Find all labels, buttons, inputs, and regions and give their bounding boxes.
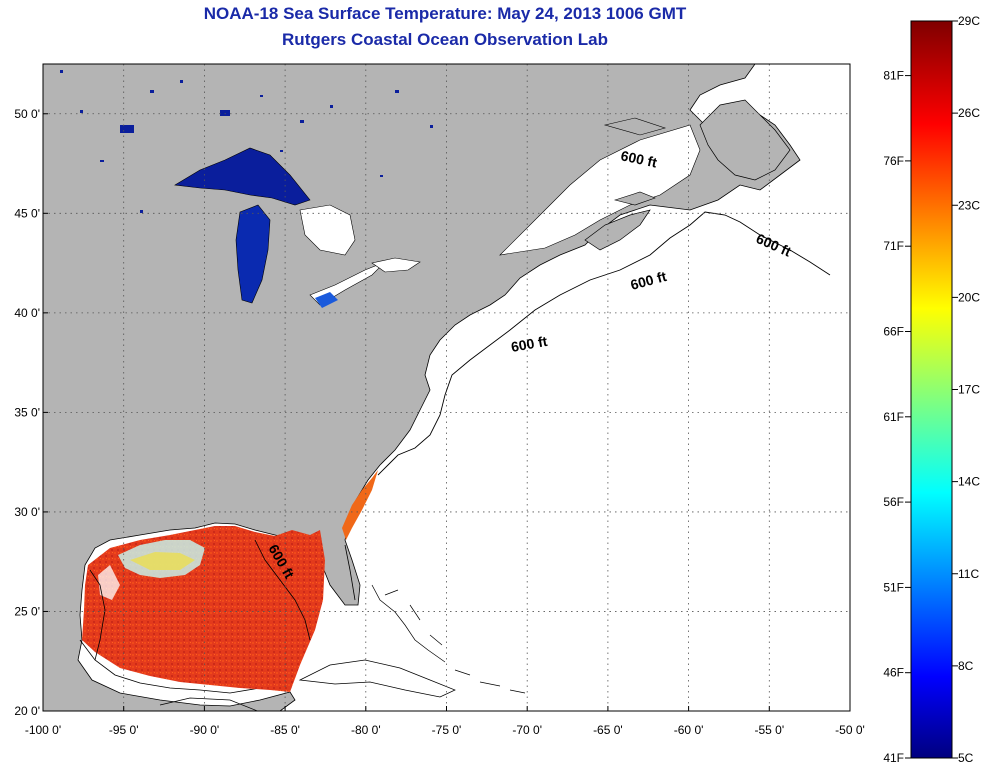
colorbar-label-celsius: 5C [958, 751, 974, 765]
colorbar-label-fahrenheit: 76F [883, 154, 904, 168]
nova-scotia [584, 209, 651, 251]
anticosti [603, 117, 667, 136]
gulf-shelf-yellow [130, 552, 195, 570]
colorbar-label-fahrenheit: 46F [883, 666, 904, 680]
lon-tick-label: -90 0' [190, 723, 220, 737]
scattered-lakes [60, 70, 433, 213]
colorbar-label-fahrenheit: 71F [883, 239, 904, 253]
graticule [42, 64, 851, 712]
lat-tick-label: 20 0' [14, 704, 40, 718]
yucatan-coast [79, 639, 261, 694]
shelf-contour [377, 211, 831, 476]
colorbar-label-fahrenheit: 41F [883, 751, 904, 765]
gulf-st-lawrence [499, 124, 701, 256]
colorbar-label-celsius: 26C [958, 106, 980, 120]
longitude-tick-labels: -100 0' -95 0' -90 0' -85 0' -80 0' -75 0' -70… [25, 723, 865, 737]
colorbar-gradient [910, 20, 953, 759]
gulf-contour [89, 539, 311, 661]
florida-contour [344, 544, 356, 601]
lat-tick-label: 35 0' [14, 405, 40, 419]
colorbar-label-celsius: 20C [958, 290, 980, 304]
atlantic-sst-strip [342, 470, 378, 540]
colorbar-celsius-labels: 29C 26C 23C 20C 17C 14C 11C 8C 5C [952, 14, 980, 765]
gulf-shelf-white [98, 565, 120, 600]
plot-frame [42, 63, 851, 712]
map-title: NOAA-18 Sea Surface Temperature: May 24,… [203, 4, 687, 23]
lake-ontario [371, 257, 421, 273]
lat-tick-label: 30 0' [14, 505, 40, 519]
colorbar-label-fahrenheit: 81F [883, 69, 904, 83]
colorbar-label-celsius: 11C [958, 567, 979, 581]
bahamas [371, 584, 526, 694]
lake-huron [299, 204, 356, 256]
newfoundland [699, 99, 791, 181]
colorbar-label-fahrenheit: 61F [883, 410, 904, 424]
colorbar-label-celsius: 17C [958, 383, 980, 397]
lat-tick-label: 25 0' [14, 604, 40, 618]
colorbar-label-celsius: 8C [958, 659, 974, 673]
lat-tick-label: 45 0' [14, 206, 40, 220]
colorbar: 29C 26C 23C 20C 17C 14C 11C 8C 5C 81F 76F 71F 66F 61… [883, 14, 980, 765]
lon-tick-label: -65 0' [593, 723, 623, 737]
map-plot-area: 600 ft 600 ft 600 ft 600 ft 600 ft -100 … [14, 63, 865, 737]
lon-tick-label: -70 0' [512, 723, 542, 737]
depth-label-600ft: 600 ft [619, 147, 658, 170]
lon-tick-label: -50 0' [835, 723, 865, 737]
lon-tick-label: -85 0' [270, 723, 300, 737]
yucatan-shelf [159, 697, 259, 711]
lon-tick-label: -100 0' [25, 723, 61, 737]
lake-michigan [235, 204, 271, 304]
pei [613, 191, 656, 206]
depth-label-600ft: 600 ft [510, 333, 549, 355]
lat-tick-label: 40 0' [14, 306, 40, 320]
lake-superior [174, 147, 311, 206]
lon-tick-label: -95 0' [109, 723, 139, 737]
lat-tick-label: 50 0' [14, 107, 40, 121]
colorbar-label-fahrenheit: 56F [883, 495, 904, 509]
latitude-tick-labels: 20 0' 25 0' 30 0' 35 0' 40 0' 45 0' 50 0' [14, 107, 40, 718]
colorbar-fahrenheit-labels: 81F 76F 71F 66F 61F 56F 51F 46F 41F [883, 69, 911, 765]
lon-tick-label: -80 0' [351, 723, 381, 737]
lon-tick-label: -60 0' [674, 723, 704, 737]
colorbar-label-celsius: 29C [958, 14, 980, 28]
map-subtitle: Rutgers Coastal Ocean Observation Lab [282, 30, 608, 49]
lon-tick-label: -55 0' [754, 723, 784, 737]
lake-erie-sst [315, 292, 338, 308]
cuba [298, 659, 456, 698]
colorbar-label-fahrenheit: 51F [883, 580, 904, 594]
colorbar-label-celsius: 23C [958, 198, 980, 212]
colorbar-label-celsius: 14C [958, 475, 980, 489]
lon-tick-label: -75 0' [432, 723, 462, 737]
colorbar-label-fahrenheit: 66F [883, 324, 904, 338]
